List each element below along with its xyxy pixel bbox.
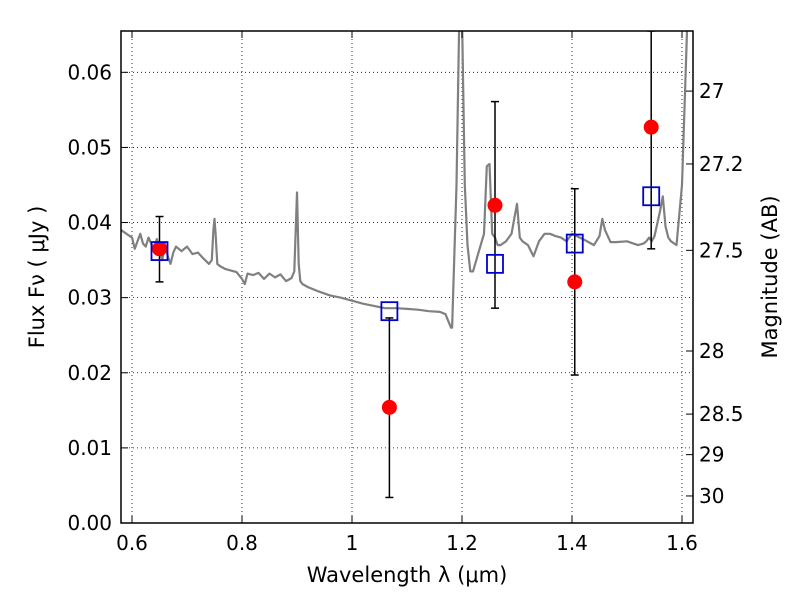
x-tick-label: 1.4 [556,531,588,555]
spectrum-line [121,31,689,329]
x-tick-label: 1.6 [666,531,698,555]
y-axis-label: Flux Fν ( μJy ) [25,206,49,349]
y-tick-label: 0.00 [67,511,112,535]
y-tick-label: 0.05 [67,135,112,159]
y-tick-label: 0.04 [67,211,112,235]
x-tick-label: 0.6 [116,531,148,555]
spectrum-layer [121,31,689,329]
plot-area [121,31,689,499]
y-tick-label: 0.03 [67,286,112,310]
y-tick-label: 0.02 [67,361,112,385]
errorbar-layer [155,31,656,499]
model-point [150,241,169,261]
right-tick-label: 29 [699,443,724,467]
right-tick-label: 28 [699,339,724,363]
right-tick-label: 28.5 [699,402,744,426]
x-tick-label: 0.8 [226,531,258,555]
y-right-axis-label: Magnitude (AB) [758,195,782,358]
model-point [565,233,584,254]
y-tick-label: 0.06 [67,60,112,84]
observed-point [152,241,167,257]
right-tick-label: 30 [699,484,724,508]
x-tick-label: 1.2 [446,531,478,555]
observed-point [487,197,503,213]
observed-point [643,119,659,135]
model-point [486,253,504,274]
right-tick-label: 27.5 [699,238,744,262]
model-point [642,186,661,207]
x-axis-label: Wavelength λ (μm) [307,563,508,587]
model-point [380,301,399,322]
y-tick-label: 0.01 [67,436,112,460]
observed-point [381,399,397,415]
plot-frame [120,30,694,524]
model-points-layer [150,186,661,322]
right-tick-label: 27.2 [699,152,744,176]
observed-points-layer [152,119,659,415]
x-tick-label: 1 [346,531,359,555]
grid [121,31,693,524]
right-tick-label: 27 [699,79,724,103]
observed-point [567,274,583,290]
axis-ticks: 0.6 0.8 1 1.2 1.4 1.6 0.00 0.01 0.02 0.03 0.04 0.05… [67,31,744,555]
